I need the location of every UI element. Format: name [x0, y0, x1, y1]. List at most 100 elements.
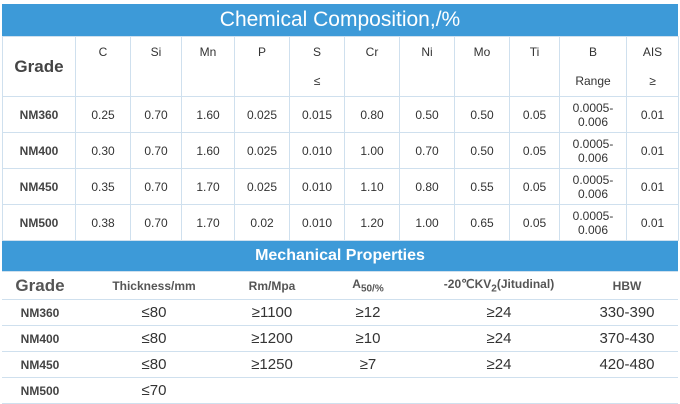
cell: 1.60: [181, 132, 235, 169]
cell: 1.00: [399, 204, 455, 241]
cell-text: 0.0005-0.006: [572, 136, 614, 165]
cell-text: 1.20: [360, 215, 384, 230]
cell: [422, 377, 576, 404]
cell-text: 0.05: [522, 215, 547, 230]
cell-text: 0.70: [144, 143, 168, 158]
column-header-text: AIS: [642, 44, 663, 59]
subheader: [344, 66, 400, 97]
cell-text: 0.0005-0.006: [572, 208, 614, 237]
cell-text: 0.015: [301, 107, 333, 122]
cell: 0.05: [509, 168, 560, 205]
cell-text: 0.30: [91, 143, 115, 158]
column-header-text: Cr: [365, 44, 379, 59]
cell: 0.70: [399, 132, 455, 169]
cell: 0.80: [344, 96, 400, 133]
cell-text: 0.80: [415, 179, 439, 194]
subheader: ≥: [626, 66, 679, 97]
cell: ≥1100: [230, 299, 314, 326]
column-header-text: Si: [150, 44, 162, 59]
cell-text: 0.65: [470, 215, 494, 230]
column-header-text: Mn: [199, 44, 217, 59]
column-header: B: [559, 36, 627, 67]
page: Chemical Composition,/% Grade C Si Mn P S Cr Ni…: [2, 4, 679, 404]
cell-text: 0.80: [360, 107, 384, 122]
cell-text: 0.70: [144, 179, 168, 194]
column-header: P: [234, 36, 290, 67]
cell: 0.70: [130, 96, 182, 133]
cell-text: 420-480: [599, 356, 655, 373]
cell-text: ≤80: [141, 356, 167, 373]
column-header: C: [75, 36, 131, 67]
cell: 0.025: [234, 168, 290, 205]
cell: [576, 377, 678, 404]
cell: ≥12: [314, 299, 422, 326]
column-header: Cr: [344, 36, 400, 67]
column-header: Mo: [454, 36, 510, 67]
cell-text: 0.05: [522, 107, 547, 122]
column-header: S: [289, 36, 345, 67]
cell: 0.0005-0.006: [559, 132, 627, 169]
grade-cell: NM450: [2, 351, 78, 378]
cell: 0.50: [399, 96, 455, 133]
data-row: NM450 ≤80 ≥1250 ≥7 ≥24 420-480: [2, 351, 678, 378]
cell: 0.01: [626, 132, 679, 169]
cell: 0.70: [130, 168, 182, 205]
cell: ≤80: [78, 299, 230, 326]
cell-text: 0.25: [91, 107, 115, 122]
column-header: A50/%: [314, 271, 422, 300]
cell: 0.65: [454, 204, 510, 241]
subheader: [130, 66, 182, 97]
column-header: Mn: [181, 36, 235, 67]
column-header-text: (Jitudinal): [496, 276, 555, 291]
cell-text: ≤80: [141, 330, 167, 347]
subheader-text: ≤: [313, 74, 321, 89]
column-header-text: C: [98, 44, 108, 59]
column-header: AIS: [626, 36, 679, 67]
subheader: Range: [559, 66, 627, 97]
cell: 0.01: [626, 96, 679, 133]
grade-cell: NM360: [2, 299, 78, 326]
subheader: [75, 66, 131, 97]
grade-header-text: Grade: [14, 56, 64, 76]
cell: 0.80: [399, 168, 455, 205]
cell-text: 0.50: [415, 107, 439, 122]
column-header: Rm/Mpa: [230, 271, 314, 300]
cell-text: 0.05: [522, 179, 547, 194]
cell-text: 0.025: [246, 143, 278, 158]
cell-text: 0.50: [470, 107, 494, 122]
column-header-sub: 2: [491, 283, 497, 295]
header-row: Grade C Si Mn P S Cr Ni Mo Ti B AIS: [2, 36, 679, 97]
cell: ≥24: [422, 351, 576, 378]
column-header: Grade: [2, 271, 78, 300]
column-header: Thickness/mm: [78, 271, 230, 300]
cell-text: 0.010: [301, 215, 333, 230]
cell-text: ≤80: [141, 304, 167, 321]
grade-cell: NM450: [2, 168, 76, 205]
column-header: HBW: [576, 271, 678, 300]
cell-text: NM450: [19, 179, 59, 194]
cell: 0.38: [75, 204, 131, 241]
subheader: [454, 66, 510, 97]
column-header-text: Ti: [529, 44, 540, 59]
cell-text: NM500: [19, 215, 59, 230]
cell: 1.70: [181, 204, 235, 241]
grade-header: Grade: [2, 36, 76, 97]
cell: 370-430: [576, 325, 678, 352]
cell: ≥7: [314, 351, 422, 378]
cell-text: NM360: [20, 305, 60, 320]
cell-text: 1.00: [415, 215, 439, 230]
cell: ≤80: [78, 325, 230, 352]
cell-text: 0.70: [144, 107, 168, 122]
cell-text: 0.55: [470, 179, 494, 194]
grade-cell: NM400: [2, 132, 76, 169]
cell: 1.70: [181, 168, 235, 205]
cell: [230, 377, 314, 404]
cell: 0.55: [454, 168, 510, 205]
column-header-text: -20℃KV: [443, 276, 492, 291]
cell-text: ≥1100: [251, 304, 293, 321]
cell: 0.0005-0.006: [559, 168, 627, 205]
subheader: [234, 66, 290, 97]
cell-text: 0.01: [640, 215, 665, 230]
cell-text: NM360: [19, 107, 59, 122]
cell-text: 0.05: [522, 143, 547, 158]
